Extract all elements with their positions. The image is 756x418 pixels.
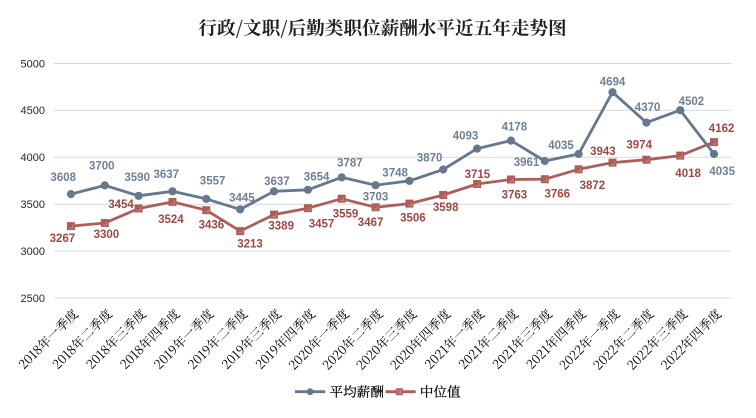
svg-text:3961: 3961 — [514, 157, 540, 169]
svg-text:5000: 5000 — [21, 58, 45, 70]
svg-text:3608: 3608 — [50, 172, 76, 184]
svg-text:3454: 3454 — [108, 199, 134, 211]
svg-text:4178: 4178 — [502, 122, 528, 134]
svg-text:3506: 3506 — [400, 213, 426, 225]
svg-text:3000: 3000 — [21, 246, 45, 258]
svg-text:3943: 3943 — [590, 146, 616, 158]
svg-text:3766: 3766 — [545, 188, 571, 200]
svg-text:4018: 4018 — [675, 168, 701, 180]
svg-text:3445: 3445 — [229, 192, 255, 204]
svg-text:3787: 3787 — [337, 158, 363, 170]
svg-text:3700: 3700 — [89, 160, 115, 172]
svg-text:3654: 3654 — [304, 172, 330, 184]
svg-text:4694: 4694 — [600, 77, 626, 89]
svg-text:3213: 3213 — [237, 239, 263, 251]
svg-text:2500: 2500 — [21, 293, 45, 305]
svg-text:3872: 3872 — [580, 180, 606, 192]
svg-text:4000: 4000 — [21, 152, 45, 164]
svg-text:3557: 3557 — [200, 176, 226, 188]
svg-text:3590: 3590 — [124, 172, 150, 184]
svg-text:3267: 3267 — [50, 233, 76, 245]
svg-text:3559: 3559 — [333, 209, 359, 221]
svg-text:3457: 3457 — [309, 219, 335, 231]
svg-text:3598: 3598 — [433, 202, 459, 214]
svg-text:3389: 3389 — [268, 221, 294, 233]
svg-text:3637: 3637 — [154, 169, 180, 181]
svg-text:3436: 3436 — [199, 220, 225, 232]
svg-text:3637: 3637 — [264, 176, 290, 188]
svg-text:4035: 4035 — [709, 166, 735, 178]
svg-text:4162: 4162 — [709, 123, 735, 135]
svg-text:3715: 3715 — [465, 169, 491, 181]
svg-text:3974: 3974 — [626, 140, 652, 152]
svg-text:4500: 4500 — [21, 105, 45, 117]
svg-text:4370: 4370 — [635, 102, 661, 114]
svg-text:3524: 3524 — [158, 214, 184, 226]
svg-text:4035: 4035 — [548, 140, 574, 152]
svg-text:3500: 3500 — [21, 199, 45, 211]
svg-text:3300: 3300 — [94, 229, 120, 241]
svg-text:3763: 3763 — [502, 190, 528, 202]
svg-text:4502: 4502 — [679, 96, 705, 108]
svg-text:4093: 4093 — [453, 131, 479, 143]
svg-text:3748: 3748 — [382, 168, 408, 180]
svg-text:3703: 3703 — [363, 192, 389, 204]
svg-text:3467: 3467 — [358, 217, 384, 229]
svg-text:3870: 3870 — [417, 153, 443, 165]
